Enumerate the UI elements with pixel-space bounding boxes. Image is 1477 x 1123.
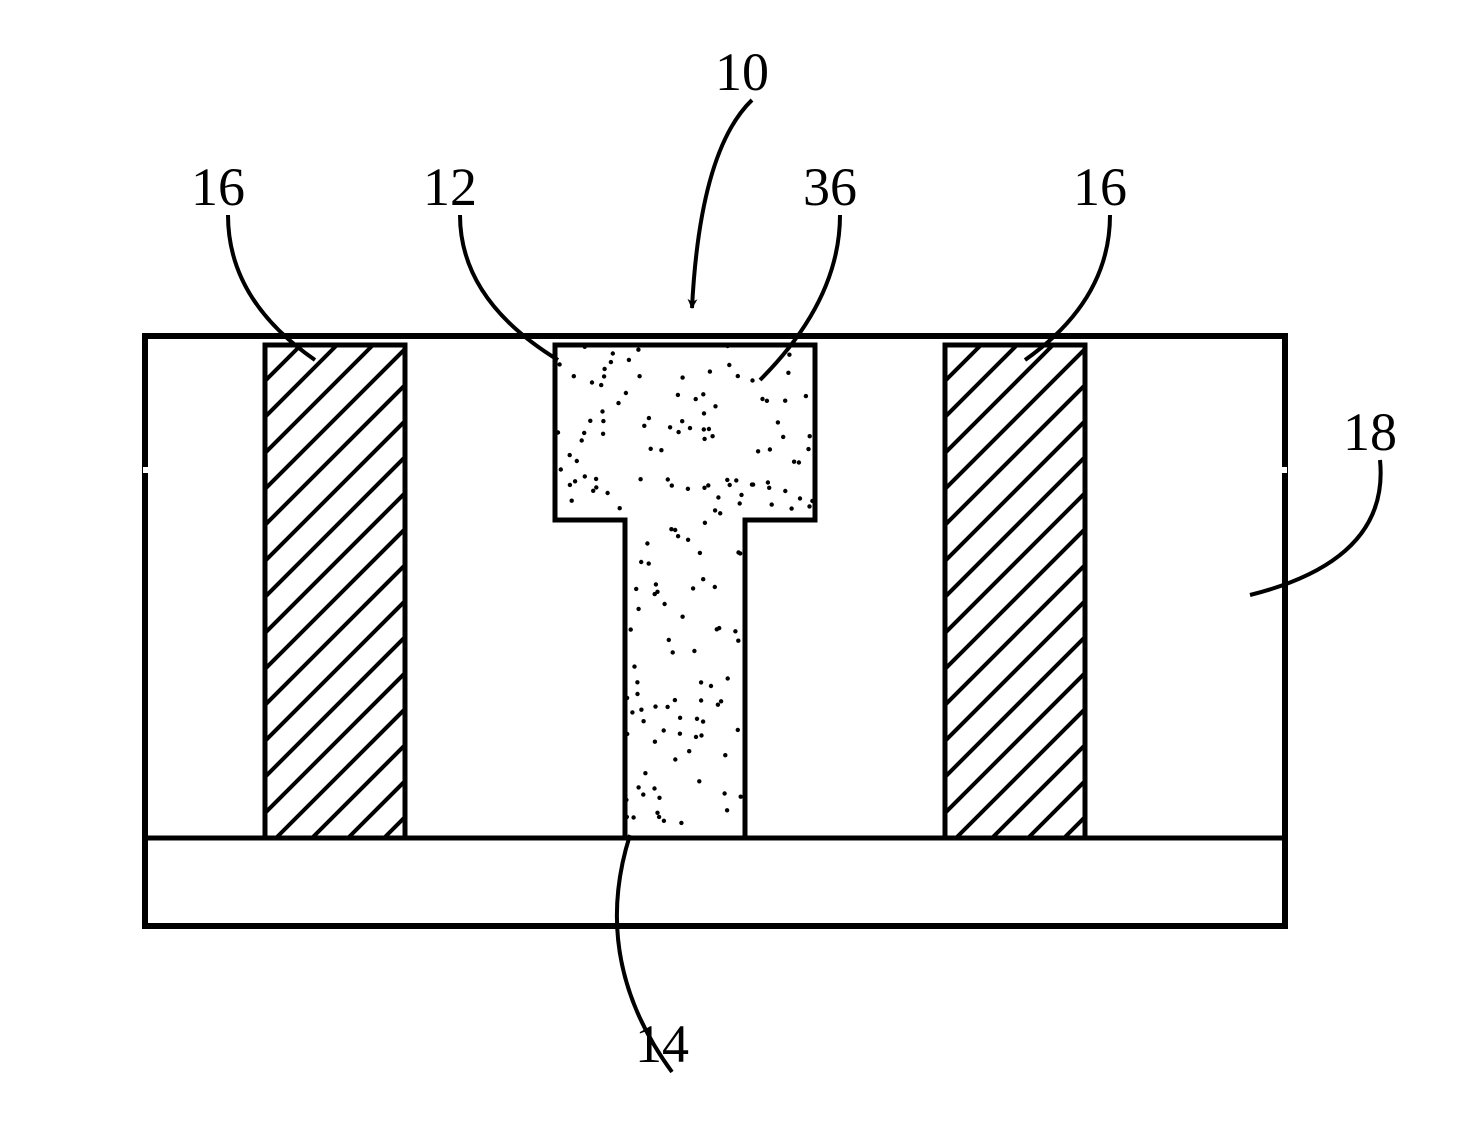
callout-n14: 14 [617, 835, 689, 1074]
label-n16b: 16 [1073, 157, 1127, 217]
center-t-region [553, 344, 816, 838]
callout-n16a: 16 [191, 157, 315, 360]
callout-n10: 10 [692, 42, 769, 308]
label-n36: 36 [803, 157, 857, 217]
label-n12: 12 [423, 157, 477, 217]
lead-line [1250, 460, 1381, 595]
callout-n16b: 16 [1025, 157, 1127, 360]
callout-n18: 18 [1250, 402, 1397, 595]
label-n14: 14 [635, 1014, 689, 1074]
label-n16a: 16 [191, 157, 245, 217]
label-n18: 18 [1343, 402, 1397, 462]
lead-line [692, 100, 752, 308]
label-n10: 10 [715, 42, 769, 102]
diagram-canvas: 10 36 12 16 16 18 14 [0, 0, 1477, 1123]
callout-n12: 12 [423, 157, 558, 360]
